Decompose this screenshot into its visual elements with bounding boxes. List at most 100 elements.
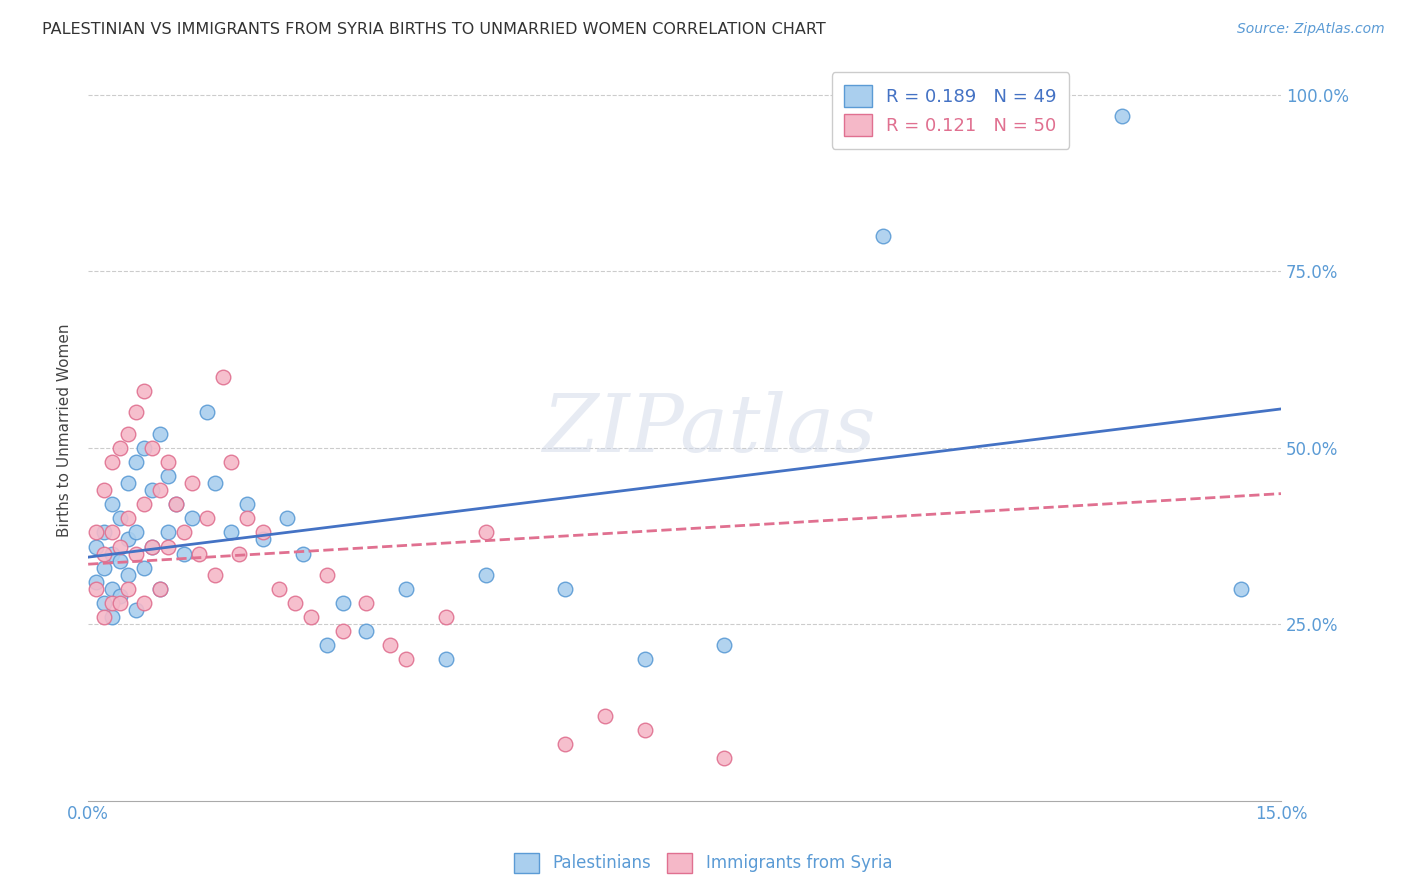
Point	[291, 547, 314, 561]
Point	[108, 554, 131, 568]
Point	[108, 596, 131, 610]
Point	[93, 610, 115, 624]
Point	[395, 582, 418, 596]
Point	[832, 109, 855, 123]
Point	[173, 547, 195, 561]
Point	[149, 426, 172, 441]
Point	[332, 596, 354, 610]
Point	[156, 469, 179, 483]
Point	[141, 441, 163, 455]
Point	[101, 455, 124, 469]
Point	[228, 547, 250, 561]
Point	[101, 497, 124, 511]
Text: ZIPatlas: ZIPatlas	[541, 392, 875, 469]
Point	[125, 405, 148, 419]
Point	[252, 533, 274, 547]
Point	[593, 709, 616, 723]
Point	[173, 525, 195, 540]
Point	[315, 638, 337, 652]
Point	[132, 384, 155, 399]
Point	[252, 525, 274, 540]
Point	[474, 525, 496, 540]
Text: Source: ZipAtlas.com: Source: ZipAtlas.com	[1237, 22, 1385, 37]
Point	[108, 441, 131, 455]
Point	[84, 525, 107, 540]
Point	[315, 567, 337, 582]
Point	[141, 540, 163, 554]
Legend: Palestinians, Immigrants from Syria: Palestinians, Immigrants from Syria	[508, 847, 898, 880]
Point	[84, 574, 107, 589]
Point	[221, 455, 243, 469]
Point	[180, 511, 202, 525]
Point	[634, 723, 657, 737]
Point	[101, 525, 124, 540]
Point	[117, 426, 139, 441]
Point	[267, 582, 290, 596]
Point	[117, 476, 139, 491]
Point	[141, 483, 163, 497]
Point	[156, 540, 179, 554]
Point	[204, 567, 226, 582]
Point	[395, 652, 418, 666]
Point	[221, 525, 243, 540]
Point	[132, 497, 155, 511]
Point	[149, 483, 172, 497]
Point	[117, 533, 139, 547]
Point	[713, 751, 735, 765]
Point	[93, 596, 115, 610]
Point	[284, 596, 307, 610]
Point	[108, 540, 131, 554]
Point	[84, 582, 107, 596]
Point	[180, 476, 202, 491]
Point	[197, 405, 219, 419]
Point	[132, 560, 155, 574]
Point	[117, 582, 139, 596]
Text: PALESTINIAN VS IMMIGRANTS FROM SYRIA BIRTHS TO UNMARRIED WOMEN CORRELATION CHART: PALESTINIAN VS IMMIGRANTS FROM SYRIA BIR…	[42, 22, 825, 37]
Point	[165, 497, 187, 511]
Point	[872, 229, 894, 244]
Point	[356, 624, 378, 639]
Point	[101, 582, 124, 596]
Point	[108, 511, 131, 525]
Point	[125, 603, 148, 617]
Point	[474, 567, 496, 582]
Point	[276, 511, 298, 525]
Point	[84, 540, 107, 554]
Point	[156, 455, 179, 469]
Point	[212, 370, 235, 384]
Point	[93, 547, 115, 561]
Point	[149, 582, 172, 596]
Point	[117, 511, 139, 525]
Point	[101, 596, 124, 610]
Point	[156, 525, 179, 540]
Point	[117, 567, 139, 582]
Point	[93, 560, 115, 574]
Point	[132, 441, 155, 455]
Point	[125, 547, 148, 561]
Point	[1111, 109, 1133, 123]
Point	[93, 525, 115, 540]
Point	[101, 610, 124, 624]
Point	[299, 610, 322, 624]
Point	[108, 589, 131, 603]
Y-axis label: Births to Unmarried Women: Births to Unmarried Women	[58, 324, 72, 537]
Point	[132, 596, 155, 610]
Point	[236, 511, 259, 525]
Point	[165, 497, 187, 511]
Legend: R = 0.189   N = 49, R = 0.121   N = 50: R = 0.189 N = 49, R = 0.121 N = 50	[832, 72, 1069, 149]
Point	[332, 624, 354, 639]
Point	[380, 638, 402, 652]
Point	[125, 455, 148, 469]
Point	[204, 476, 226, 491]
Point	[188, 547, 211, 561]
Point	[634, 652, 657, 666]
Point	[149, 582, 172, 596]
Point	[197, 511, 219, 525]
Point	[236, 497, 259, 511]
Point	[141, 540, 163, 554]
Point	[434, 652, 457, 666]
Point	[434, 610, 457, 624]
Point	[554, 737, 576, 751]
Point	[101, 547, 124, 561]
Point	[713, 638, 735, 652]
